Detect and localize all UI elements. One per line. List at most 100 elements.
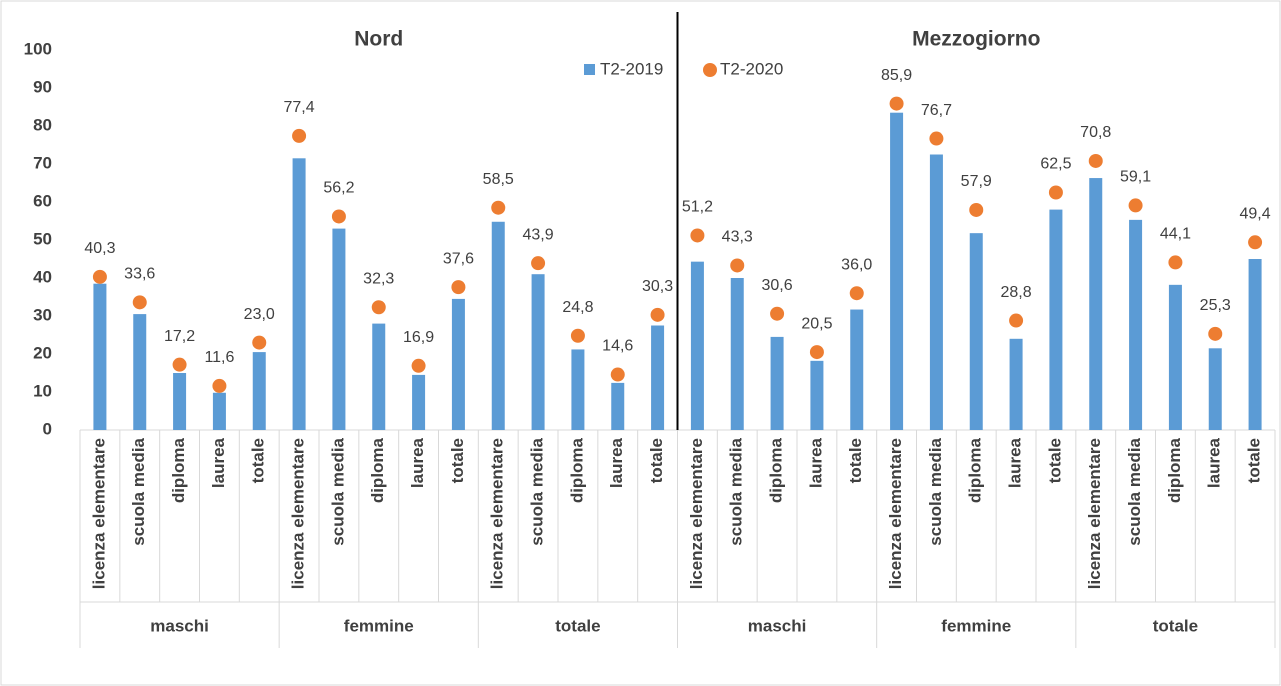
bar: [133, 314, 147, 430]
dot: [809, 345, 824, 360]
bar: [1129, 219, 1143, 430]
dot: [1248, 235, 1263, 250]
x-tick-label: totale: [846, 438, 865, 483]
dot: [889, 96, 904, 111]
data-label: 30,6: [762, 277, 793, 294]
data-label: 36,0: [841, 256, 872, 273]
x-tick-label: laurea: [806, 437, 825, 488]
data-label: 70,8: [1080, 124, 1111, 141]
bar: [332, 228, 346, 430]
bar: [412, 374, 426, 430]
bar: [93, 283, 107, 430]
bar: [173, 373, 187, 430]
dot: [172, 357, 187, 372]
x-tick-label: licenza elementare: [289, 438, 308, 589]
x-tick-label: diploma: [767, 437, 786, 503]
dot: [1048, 185, 1063, 200]
x-tick-label: scuola media: [528, 437, 547, 545]
data-label: 59,1: [1120, 169, 1151, 186]
bar: [611, 382, 625, 430]
dot: [730, 258, 745, 273]
dot: [411, 358, 426, 373]
y-tick-label: 20: [33, 343, 52, 362]
bar: [252, 352, 266, 430]
y-tick-label: 30: [33, 305, 52, 324]
x-tick-label: laurea: [1006, 437, 1025, 488]
legend-label: T2-2020: [720, 59, 783, 78]
dot: [650, 307, 665, 322]
y-tick-label: 100: [24, 39, 52, 58]
dot: [570, 328, 585, 343]
y-tick-label: 40: [33, 267, 52, 286]
group-label: totale: [1153, 616, 1198, 635]
bar: [651, 325, 665, 430]
x-tick-label: licenza elementare: [488, 438, 507, 589]
bar: [1208, 348, 1222, 430]
x-tick-label: laurea: [607, 437, 626, 488]
bar: [451, 298, 465, 430]
y-tick-label: 90: [33, 77, 52, 96]
y-tick-label: 80: [33, 115, 52, 134]
data-label: 85,9: [881, 67, 912, 84]
x-tick-label: diploma: [1165, 437, 1184, 503]
data-label: 43,9: [523, 226, 554, 243]
group-label: maschi: [748, 616, 807, 635]
data-label: 14,6: [602, 338, 633, 355]
x-tick-label: scuola media: [926, 437, 945, 545]
bar: [1248, 259, 1262, 430]
x-tick-label: totale: [647, 438, 666, 483]
data-label: 76,7: [921, 102, 952, 119]
dot: [331, 209, 346, 224]
x-tick-label: totale: [1045, 438, 1064, 483]
x-tick-label: laurea: [408, 437, 427, 488]
y-tick-label: 60: [33, 191, 52, 210]
panel-title: Mezzogiorno: [912, 28, 1040, 51]
bar: [1009, 338, 1023, 430]
bar: [969, 233, 983, 430]
data-label: 20,5: [801, 315, 832, 332]
bar: [690, 261, 704, 430]
bar: [810, 360, 824, 430]
dot: [690, 228, 705, 243]
bar: [730, 278, 744, 430]
data-label: 77,4: [284, 99, 315, 116]
data-label: 49,4: [1240, 205, 1271, 222]
data-label: 56,2: [323, 180, 354, 197]
dot: [451, 280, 466, 295]
data-label: 28,8: [1001, 284, 1032, 301]
data-label: 25,3: [1200, 297, 1231, 314]
bar: [292, 158, 306, 431]
dot: [132, 295, 147, 310]
bar: [212, 392, 226, 430]
data-label: 58,5: [483, 171, 514, 188]
dot: [292, 128, 307, 143]
x-tick-label: laurea: [209, 437, 228, 488]
dot: [1009, 313, 1024, 328]
bar: [850, 309, 864, 430]
data-label: 57,9: [961, 173, 992, 190]
y-tick-label: 10: [33, 381, 52, 400]
legend-swatch: [703, 63, 717, 77]
x-tick-label: laurea: [1205, 437, 1224, 488]
data-label: 24,8: [562, 299, 593, 316]
x-tick-label: licenza elementare: [886, 438, 905, 589]
group-label: femmine: [941, 616, 1011, 635]
data-label: 62,5: [1040, 156, 1071, 173]
group-label: femmine: [344, 616, 414, 635]
dot: [610, 367, 625, 382]
x-tick-label: scuola media: [328, 437, 347, 545]
data-label: 30,3: [642, 278, 673, 295]
y-tick-label: 70: [33, 153, 52, 172]
x-tick-label: diploma: [169, 437, 188, 503]
bar: [571, 349, 585, 430]
x-tick-label: totale: [249, 438, 268, 483]
dot: [929, 131, 944, 146]
group-label: totale: [555, 616, 600, 635]
panel-title: Nord: [354, 28, 403, 51]
dot: [212, 378, 227, 393]
bar: [890, 112, 904, 430]
data-label: 23,0: [244, 306, 275, 323]
